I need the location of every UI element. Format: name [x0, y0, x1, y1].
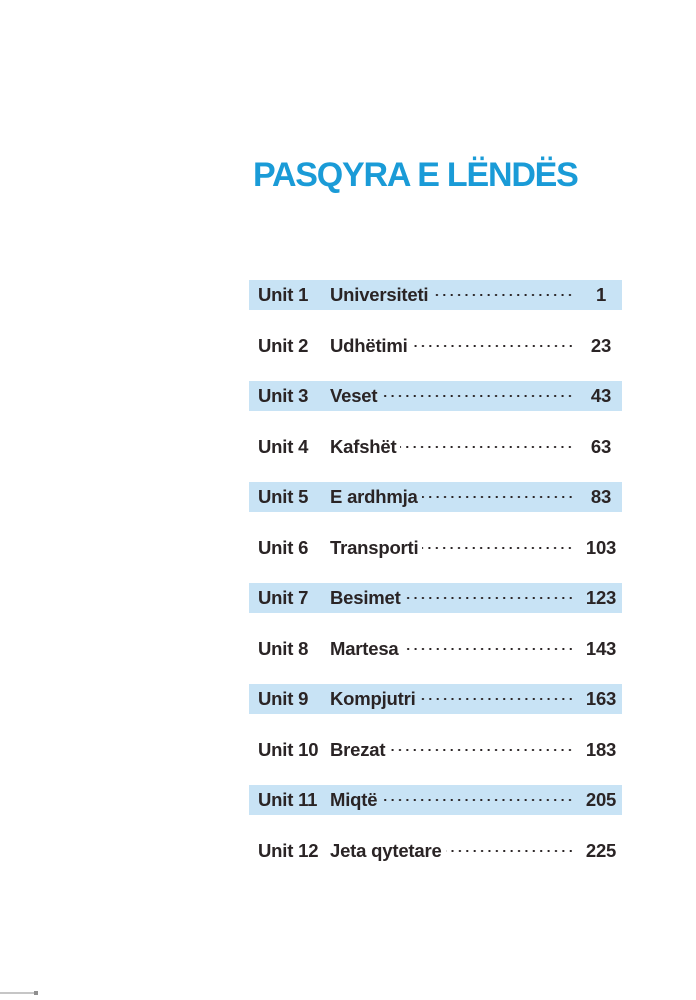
toc-row-unit-5: Unit 5 E ardhmja 83	[249, 482, 622, 512]
toc-row-unit-1: Unit 1 Universiteti 1	[249, 280, 622, 310]
dot-leader	[389, 734, 574, 765]
unit-label: Unit 4	[258, 435, 309, 457]
toc-row-unit-10: Unit 10 Brezat 183	[249, 734, 622, 765]
dot-leader	[445, 835, 574, 866]
unit-title: Martesa	[330, 637, 399, 659]
unit-label: Unit 1	[258, 284, 309, 305]
dot-leader	[421, 482, 574, 512]
page-number: 1	[595, 284, 607, 305]
unit-label: Unit 10	[258, 738, 319, 760]
toc-row-unit-4: Unit 4 Kafshët 63	[249, 431, 622, 462]
page-number: 103	[585, 536, 617, 558]
unit-title: E ardhmja	[330, 486, 418, 507]
unit-title: Miqtë	[330, 789, 378, 810]
toc-row-unit-7: Unit 7 Besimet 123	[249, 583, 622, 613]
unit-label: Unit 7	[258, 587, 309, 608]
toc-row-unit-6: Unit 6 Transporti 103	[249, 532, 622, 563]
dot-leader	[432, 280, 574, 310]
scan-edge-artifact	[0, 991, 38, 995]
page-number: 163	[585, 688, 617, 709]
toc-row-unit-3: Unit 3 Veset 43	[249, 381, 622, 411]
toc-row-unit-2: Unit 2 Udhëtimi 23	[249, 330, 622, 361]
page-title: PASQYRA E LËNDËS	[253, 155, 579, 194]
dot-leader	[419, 684, 574, 714]
page-number: 225	[585, 839, 617, 861]
unit-title: Besimet	[330, 587, 401, 608]
unit-title: Veset	[330, 385, 378, 406]
unit-title: Udhëtimi	[330, 334, 408, 356]
unit-label: Unit 2	[258, 334, 309, 356]
page-number: 183	[585, 738, 617, 760]
unit-label: Unit 12	[258, 839, 319, 861]
page-number: 63	[590, 435, 612, 457]
unit-label: Unit 8	[258, 637, 309, 659]
unit-title: Transporti	[330, 536, 419, 558]
page-number: 23	[590, 334, 612, 356]
dot-leader	[400, 431, 574, 462]
dot-leader	[381, 785, 574, 815]
dot-leader	[404, 583, 574, 613]
table-of-contents: Unit 1 Universiteti 1 Unit 2 Udhëtimi 23…	[249, 280, 622, 866]
unit-label: Unit 3	[258, 385, 309, 406]
dot-leader	[411, 330, 574, 361]
dot-leader	[422, 532, 574, 563]
page-number: 83	[590, 486, 612, 507]
unit-label: Unit 5	[258, 486, 309, 507]
page-number: 205	[585, 789, 617, 810]
dot-leader	[381, 381, 574, 411]
unit-title: Jeta qytetare	[330, 839, 442, 861]
page-number: 123	[585, 587, 617, 608]
toc-row-unit-8: Unit 8 Martesa 143	[249, 633, 622, 664]
unit-title: Universiteti	[330, 284, 429, 305]
unit-title: Brezat	[330, 738, 386, 760]
unit-label: Unit 6	[258, 536, 309, 558]
toc-row-unit-12: Unit 12 Jeta qytetare 225	[249, 835, 622, 866]
toc-row-unit-9: Unit 9 Kompjutri 163	[249, 684, 622, 714]
unit-label: Unit 11	[258, 789, 318, 810]
unit-title: Kafshët	[330, 435, 397, 457]
toc-row-unit-11: Unit 11 Miqtë 205	[249, 785, 622, 815]
unit-title: Kompjutri	[330, 688, 416, 709]
dot-leader	[402, 633, 574, 664]
page-number: 43	[590, 385, 612, 406]
page-number: 143	[585, 637, 617, 659]
unit-label: Unit 9	[258, 688, 309, 709]
